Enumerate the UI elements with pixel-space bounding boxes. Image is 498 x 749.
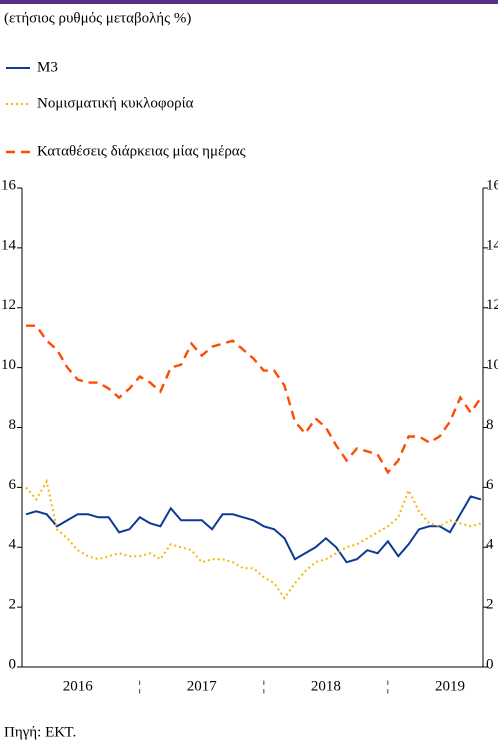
y-tick-label: 16	[1, 177, 17, 193]
y-tick-label: 0	[9, 656, 17, 672]
y-tick-label: 12	[486, 297, 498, 313]
y-tick-label: 10	[1, 357, 16, 373]
y-tick-label: 16	[486, 177, 498, 193]
x-tick-label: 2019	[435, 678, 465, 694]
y-tick-label: 2	[9, 597, 17, 613]
y-tick-label: 8	[486, 417, 494, 433]
series-line	[25, 495, 482, 564]
legend-label: M3	[37, 59, 58, 75]
y-tick-label: 8	[9, 417, 17, 433]
y-tick-label: 4	[9, 537, 17, 553]
y-tick-label: 14	[1, 237, 17, 253]
x-tick-label: ¦	[138, 678, 141, 694]
y-tick-label: 4	[486, 537, 494, 553]
source: Πηγή: ΕΚΤ.	[4, 724, 76, 740]
y-tick-label: 12	[1, 297, 16, 313]
x-tick-label: 2018	[311, 678, 341, 694]
y-tick-label: 10	[486, 357, 498, 373]
y-tick-label: 14	[486, 237, 498, 253]
subtitle: (ετήσιος ρυθμός μεταβολής %)	[4, 10, 191, 26]
series-line	[26, 324, 482, 475]
x-tick-label: ¦	[262, 678, 265, 694]
y-tick-label: 6	[9, 477, 17, 493]
series-line	[25, 478, 482, 600]
y-tick-label: 0	[486, 656, 494, 672]
x-tick-label: 2017	[187, 678, 218, 694]
y-tick-label: 2	[486, 597, 494, 613]
legend-label: Νομισματική κυκλοφορία	[37, 95, 194, 111]
y-tick-label: 6	[486, 477, 494, 493]
x-tick-label: ¦	[386, 678, 389, 694]
x-tick-label: 2016	[63, 678, 94, 694]
legend-label: Καταθέσεις διάρκειας μίας ημέρας	[37, 143, 246, 159]
top-bar	[0, 0, 498, 4]
